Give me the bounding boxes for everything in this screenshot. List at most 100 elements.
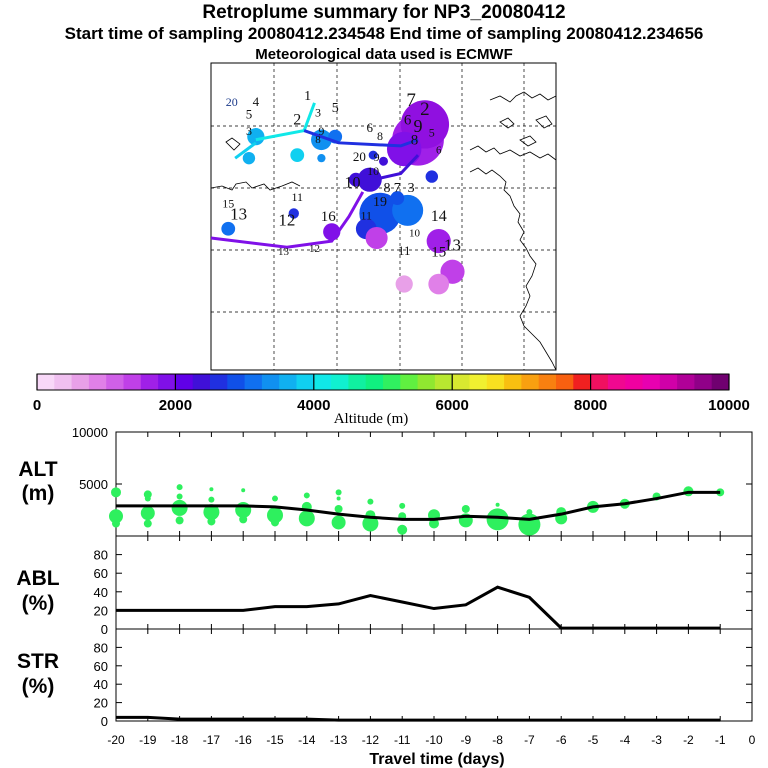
str-axis-title: STR [17, 650, 59, 673]
map-day-label: 9 [414, 116, 423, 136]
plume-blob [379, 156, 388, 166]
altitude-scatter-point [303, 492, 310, 499]
map-day-label: 3 [246, 124, 252, 138]
colorbar-tick-label: 0 [33, 397, 41, 414]
colorbar-cell [677, 374, 695, 390]
abl-frame [115, 535, 753, 630]
altitude-scatter-point [143, 519, 152, 528]
altitude-scatter-point [399, 502, 406, 509]
colorbar-cell [417, 374, 436, 390]
map-day-label: 16 [321, 209, 337, 225]
altitude-scatter-point [209, 487, 214, 492]
colorbar-tick-label: 10000 [708, 397, 750, 414]
colorbar-cell [469, 374, 488, 390]
x-tick-label: -14 [298, 733, 316, 747]
x-tick-label: -17 [203, 733, 221, 747]
colorbar-cell [452, 374, 470, 390]
y-tick-label: 0 [101, 714, 108, 729]
colorbar-cell [711, 374, 730, 390]
islands-north [499, 115, 553, 147]
x-tick-label: -20 [107, 733, 125, 747]
x-tick-label: -15 [266, 733, 284, 747]
colorbar-cell [659, 374, 678, 390]
colorbar-cell [175, 374, 194, 390]
colorbar-cell [400, 374, 419, 390]
abl-axis-unit: (%) [22, 592, 55, 615]
map-day-label: 7 [394, 181, 401, 196]
x-tick-label: -16 [235, 733, 253, 747]
x-axis-label: Travel time (days) [369, 751, 504, 768]
map-day-label: 2 [420, 99, 430, 120]
map-day-label: 13 [278, 246, 290, 258]
plume-blob [395, 275, 413, 293]
colorbar-cell [625, 374, 643, 390]
trajectory-line [372, 154, 420, 182]
colorbar-ticks: 0 2000 4000 6000 8000 10000 [33, 374, 750, 414]
x-tick-label: -4 [619, 733, 630, 747]
colorbar-cell [296, 374, 315, 390]
altitude-scatter-point [241, 488, 246, 493]
altitude-scatter-point [175, 516, 184, 525]
colorbar-cell [538, 374, 557, 390]
map-day-label: 10 [367, 164, 379, 178]
colorbar-cell [313, 374, 332, 390]
altitude-scatter-point [272, 495, 278, 502]
plume-blob [365, 226, 388, 250]
altitude-scatter-point [298, 510, 315, 527]
altitude-scatter-point [267, 507, 283, 524]
x-tick-label: -1 [715, 733, 726, 747]
x-tick-label: -18 [171, 733, 189, 747]
colorbar-cell [261, 374, 280, 390]
map-day-label: 1 [304, 89, 311, 104]
y-tick-label: 20 [94, 603, 108, 618]
map-day-label: 5 [429, 126, 435, 140]
altitude-scatter-point [171, 499, 188, 516]
y-tick-label: 60 [94, 566, 108, 581]
altitude-scatter-point [461, 504, 470, 513]
altitude-scatter-point [176, 493, 183, 500]
sampling-times: Start time of sampling 20080412.234548 E… [64, 24, 704, 43]
altitude-scatter-point [331, 515, 346, 530]
altitude-scatter-point [207, 517, 216, 526]
str-content: 0 20 40 60 80 [94, 629, 753, 729]
altitude-scatter-point [140, 506, 155, 521]
str-series-line [116, 715, 721, 722]
altitude-scatter-point [109, 509, 123, 524]
met-data-note: Meteorological data used is ECMWF [255, 46, 513, 63]
map-day-label: 15 [222, 196, 234, 210]
abl-series-line [116, 585, 721, 630]
abl-panel: 0 20 40 60 80 ABL (%) [16, 535, 753, 637]
x-tick-label: -19 [139, 733, 157, 747]
map-day-label: 3 [315, 106, 321, 120]
y-tick-label: 10000 [72, 425, 108, 440]
y-tick-label: 80 [94, 548, 108, 563]
colorbar-cell [556, 374, 574, 390]
colorbar-cell [71, 374, 90, 390]
trajectory-line [234, 141, 257, 160]
map-day-label: 10 [344, 174, 360, 191]
x-tick-label: 0 [749, 733, 756, 747]
map-day-label: 8 [315, 134, 321, 146]
colorbar-cell [244, 374, 263, 390]
str-axis-unit: (%) [22, 675, 55, 698]
map-day-label: 14 [431, 208, 447, 225]
altitude-median-line [116, 490, 721, 521]
trajectory-line [303, 129, 419, 148]
colorbar-cells [37, 374, 730, 390]
altitude-scatter-point [176, 484, 183, 491]
colorbar-cell [573, 374, 592, 390]
x-tick-label: -10 [425, 733, 443, 747]
map-day-label: 6 [404, 112, 412, 128]
trajectory-line [210, 191, 365, 249]
y-tick-label: 0 [101, 622, 108, 637]
colorbar-cell [365, 374, 384, 390]
x-tick-label: -7 [524, 733, 535, 747]
altitude-scatter-point [271, 518, 279, 527]
altitude-scatter-point [486, 508, 509, 531]
plume-blob [317, 154, 326, 163]
map-day-label: 20 [226, 95, 238, 109]
colorbar-cell [123, 374, 142, 390]
map-day-label: 12 [309, 243, 320, 255]
altitude-scatter-point [111, 487, 121, 498]
str-frame [115, 628, 753, 722]
